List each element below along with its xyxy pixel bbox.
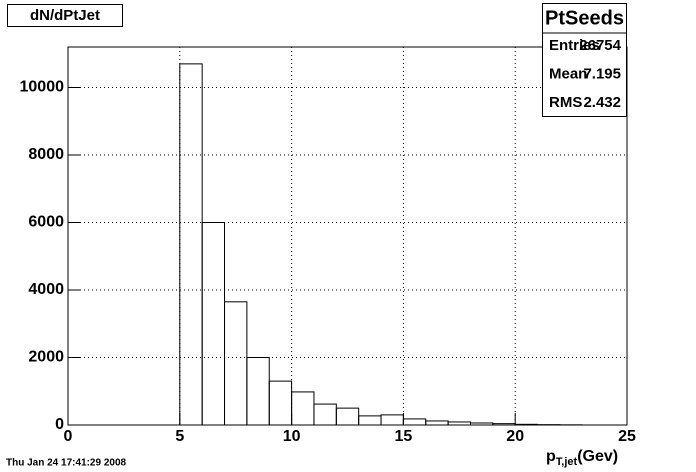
stats-label: Mean: [549, 65, 587, 82]
x-axis-label: pT,jet(Gev): [546, 448, 618, 468]
x-label-main: p: [546, 448, 556, 465]
y-tick-label: 6000: [28, 214, 64, 231]
y-tick-label: 8000: [28, 146, 64, 163]
stats-label: RMS: [549, 94, 582, 111]
x-tick-label: 20: [506, 428, 524, 445]
x-tick-label: 25: [618, 428, 636, 445]
x-tick-label: 0: [64, 428, 73, 445]
stats-value: 26754: [579, 37, 621, 54]
plot-frame: [67, 46, 628, 426]
y-tick-label: 10000: [20, 79, 65, 96]
stats-value: 2.432: [583, 94, 621, 111]
stats-label: Entries: [549, 37, 600, 54]
x-tick-label: 5: [175, 428, 184, 445]
title-box: [7, 4, 123, 27]
x-label-tail: (Gev): [577, 448, 618, 465]
y-tick-label: 2000: [28, 349, 64, 366]
footer-date: Thu Jan 24 17:41:29 2008: [6, 458, 127, 469]
stats-title: PtSeeds: [545, 7, 624, 29]
x-tick-label: 15: [395, 428, 413, 445]
chart-title: dN/dPtJet: [30, 7, 100, 24]
y-tick-label: 4000: [28, 281, 64, 298]
stats-box: [542, 3, 627, 117]
y-tick-label: 0: [55, 416, 64, 433]
x-label-sub: T,jet: [556, 456, 578, 468]
x-tick-label: 10: [283, 428, 301, 445]
stats-value: 7.195: [583, 65, 621, 82]
